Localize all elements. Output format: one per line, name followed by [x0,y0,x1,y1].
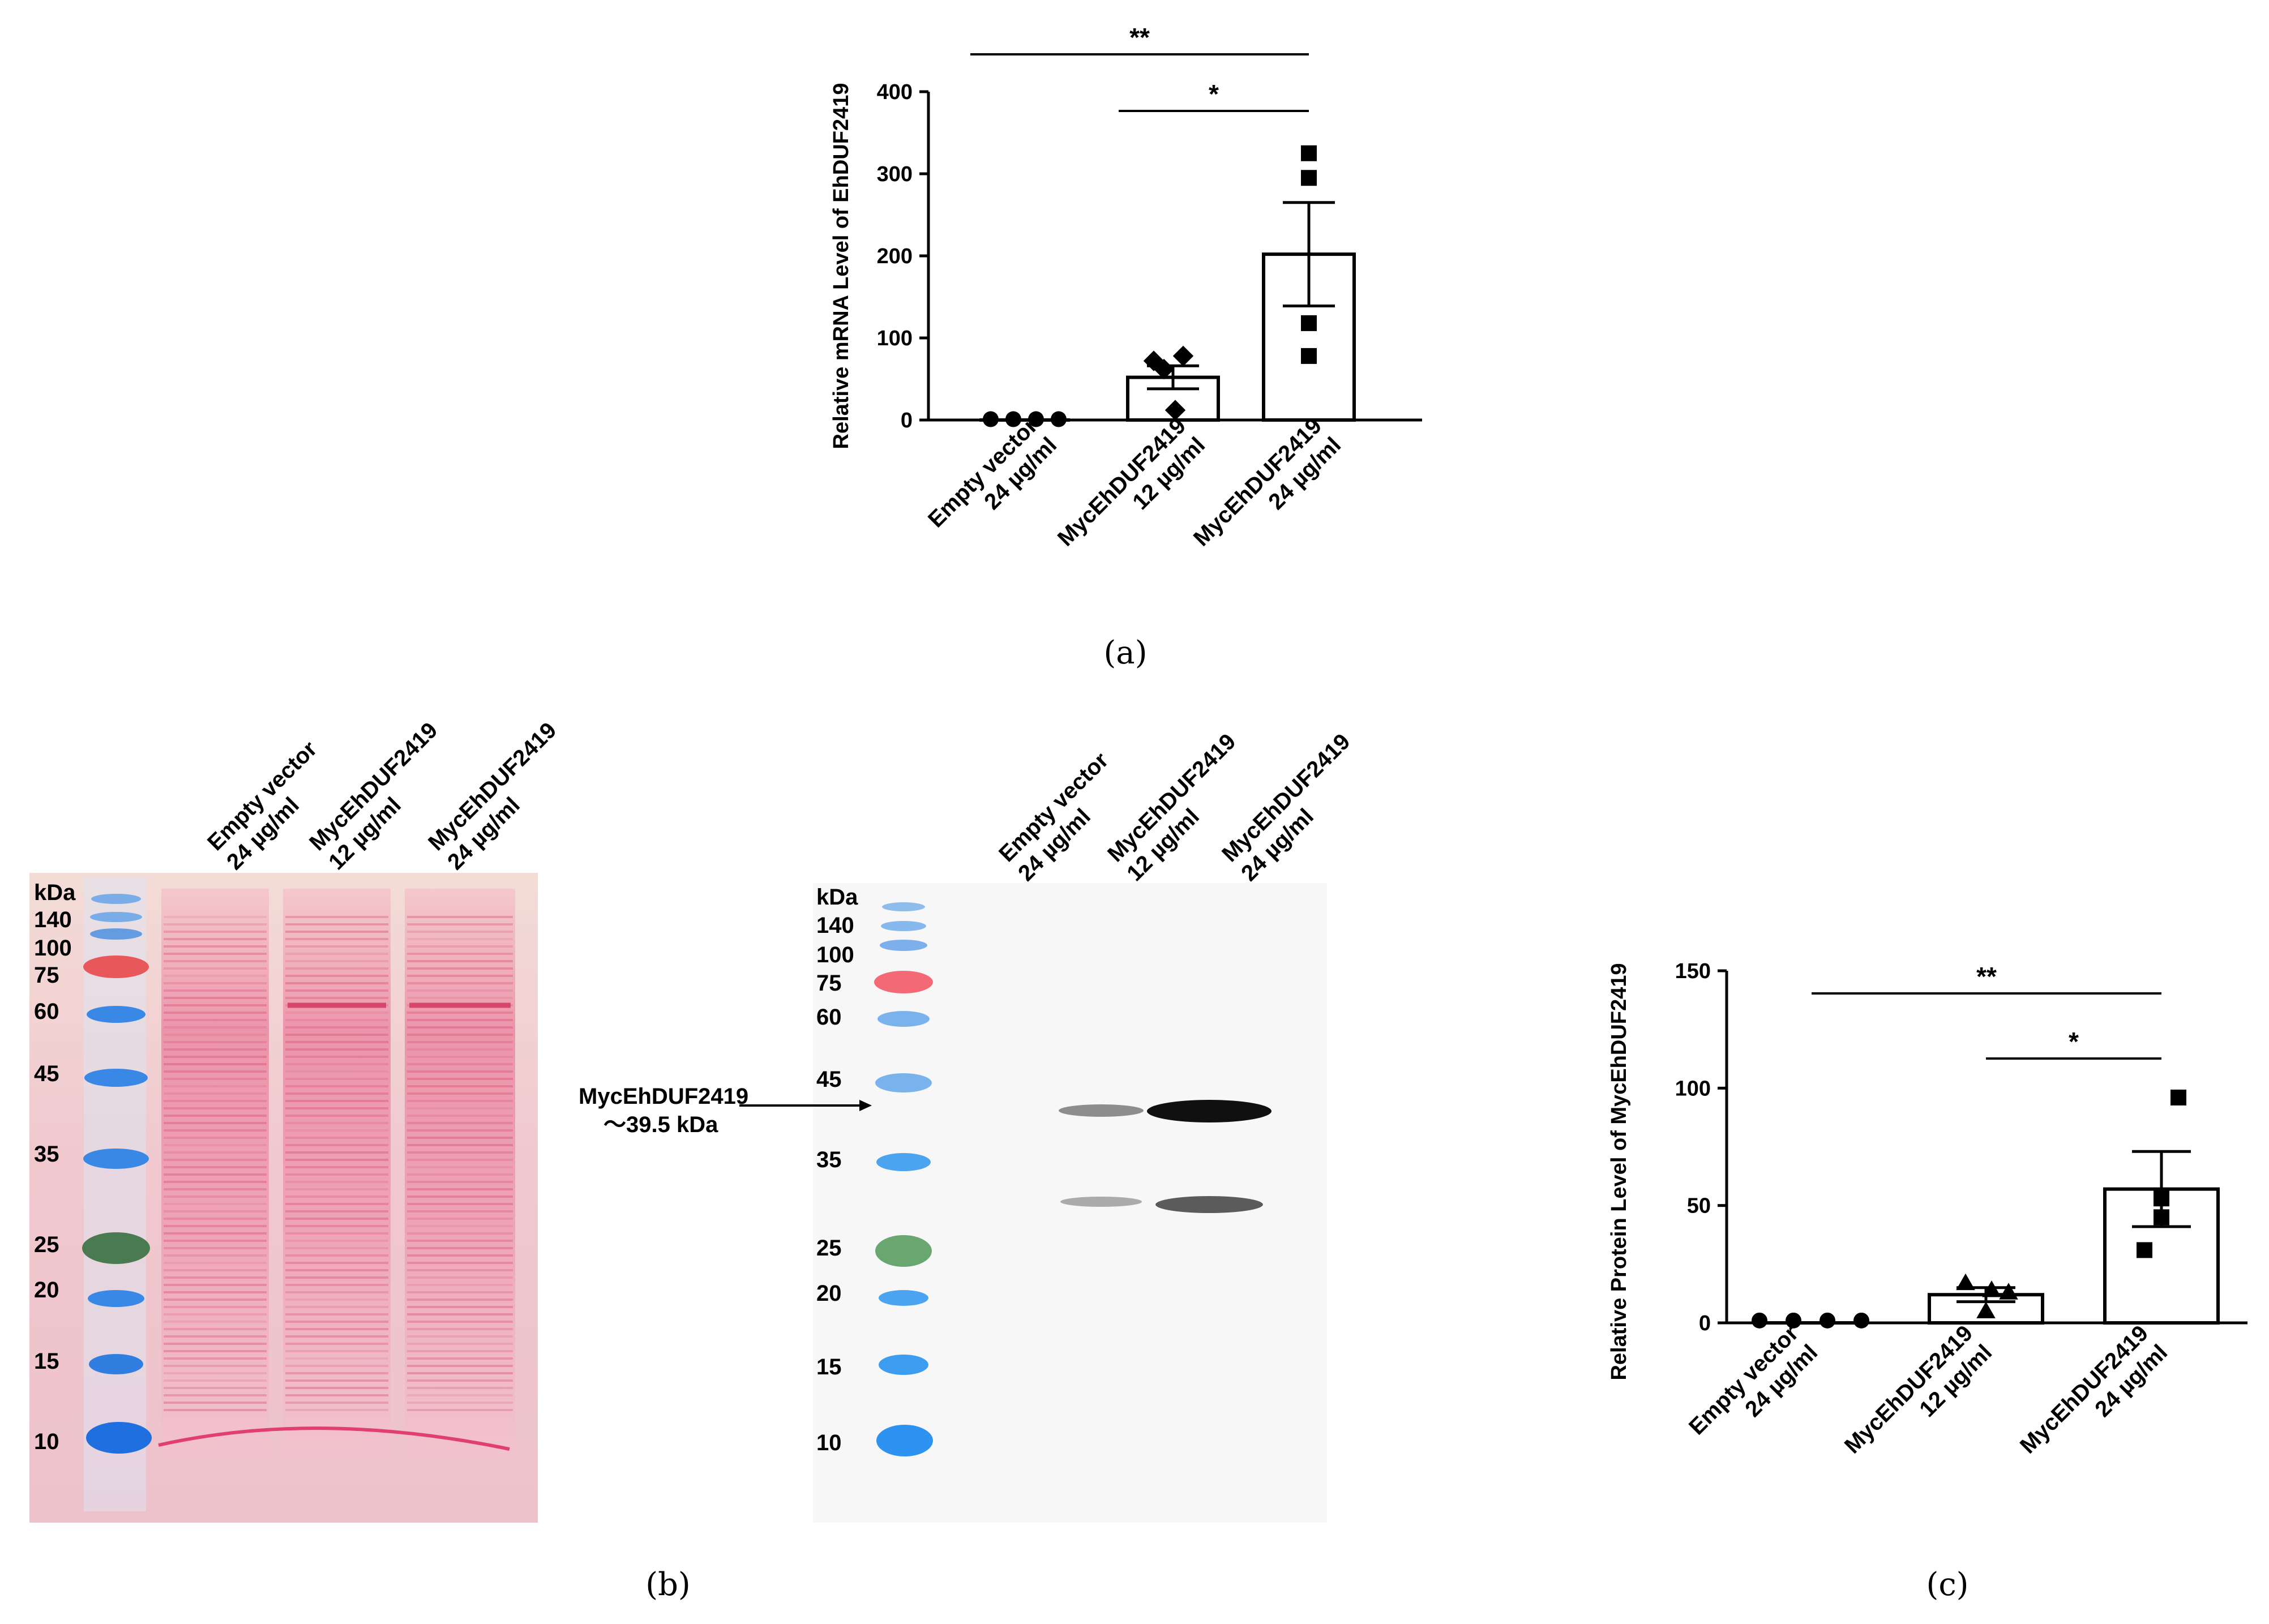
data-point [2154,1190,2169,1207]
y-tick-label: 400 [877,80,913,104]
ladder-marker-label: 20 [34,1278,59,1302]
data-point [1976,1301,1996,1318]
ladder-marker-label: 75 [816,971,842,996]
y-tick-label: 50 [1687,1194,1711,1218]
dye-front [158,1426,510,1451]
significance-label: * [2069,1027,2079,1056]
data-point [1752,1312,1767,1329]
data-point [2170,1089,2186,1105]
panel-label-b: (b) [645,1566,691,1603]
ladder-marker-label: 20 [816,1281,842,1306]
ladder-marker-label: 140 [816,913,854,938]
ladder-marker-label: 15 [34,1349,59,1374]
western-ladder-lane [874,902,933,1456]
data-point [1999,1283,2018,1300]
data-point [1956,1273,1975,1291]
ladder-marker-label: 15 [816,1355,842,1379]
ladder-marker-label: 60 [816,1005,842,1030]
y-tick-label: 0 [901,409,913,432]
data-point [2154,1209,2169,1226]
western-marker-labels: kDa 140 100 75 60 45 35 25 20 15 10 [816,885,858,1455]
data-point [1853,1312,1869,1329]
y-tick-label: 200 [877,245,913,268]
y-tick-label: 0 [1699,1312,1711,1335]
data-point [1051,411,1067,427]
y-tick-label: 100 [1675,1077,1711,1100]
significance-label: ** [1129,23,1150,52]
ladder-marker-label: 10 [34,1429,59,1454]
ladder-marker-label: 45 [34,1061,59,1086]
ponceau-ladder-lane [82,877,152,1511]
ponceau-lane [283,889,391,1455]
data-point [1172,345,1194,367]
data-point [1301,145,1317,161]
data-point [2137,1242,2152,1258]
data-point [1301,170,1317,186]
data-point [1301,348,1317,364]
data-point [1982,1280,2001,1297]
ladder-marker-label: 75 [34,963,59,988]
band-12ug-30kda [1060,1197,1142,1207]
ladder-unit: kDa [34,880,76,905]
ponceau-sample-lanes [161,889,515,1455]
arrow-label-name: MycEhDUF2419 [579,1084,748,1109]
data-point [1786,1312,1801,1329]
ladder-marker-label: 140 [34,907,72,932]
y-tick-label: 100 [877,327,913,350]
mrna-bar-chart: Relative mRNA Level of EhDUF2419 0 100 200… [829,23,1422,551]
data-point [1028,411,1044,427]
band-12ug-39kda [1059,1104,1144,1117]
y-axis-label: Relative Protein Level of MycEhDUF2419 [1607,963,1631,1380]
arrow-label-size: ～39.5 kDa [603,1112,718,1137]
ladder-marker-label: 35 [816,1147,842,1172]
ponceau-lane [161,889,269,1455]
data-point [1005,411,1021,427]
y-tick-label: 300 [877,162,913,186]
data-point [1301,315,1317,331]
ladder-marker-label: 25 [816,1236,842,1261]
data-point [1820,1312,1835,1329]
data-point [983,411,999,427]
protein-bar-chart: Relative Protein Level of MycEhDUF2419 0… [1607,959,2247,1458]
western-blot: kDa 140 100 75 60 45 35 25 20 15 10 [739,883,1327,1523]
data-point [1143,350,1165,371]
data-point [1153,358,1175,380]
significance-label: ** [1976,962,1997,991]
ladder-marker-label: 100 [34,936,72,961]
ladder-marker-label: 25 [34,1232,59,1257]
band-24ug-30kda [1155,1196,1263,1213]
band-24ug-39kda [1147,1100,1272,1122]
ladder-marker-label: 35 [34,1142,59,1167]
ladder-unit: kDa [816,885,858,910]
ladder-marker-label: 45 [816,1067,842,1092]
panel-label-a: (a) [1103,635,1147,671]
panel-label-c: (c) [1926,1566,1968,1603]
ladder-marker-label: 100 [816,942,854,967]
ladder-marker-label: 60 [34,999,59,1024]
y-axis-label: Relative mRNA Level of EhDUF2419 [829,83,853,449]
arrow-head [859,1100,872,1111]
ponceau-lane [405,889,515,1455]
data-point [1165,400,1186,421]
y-tick-label: 150 [1675,959,1711,983]
ladder-marker-label: 10 [816,1430,842,1455]
significance-label: * [1209,79,1219,109]
